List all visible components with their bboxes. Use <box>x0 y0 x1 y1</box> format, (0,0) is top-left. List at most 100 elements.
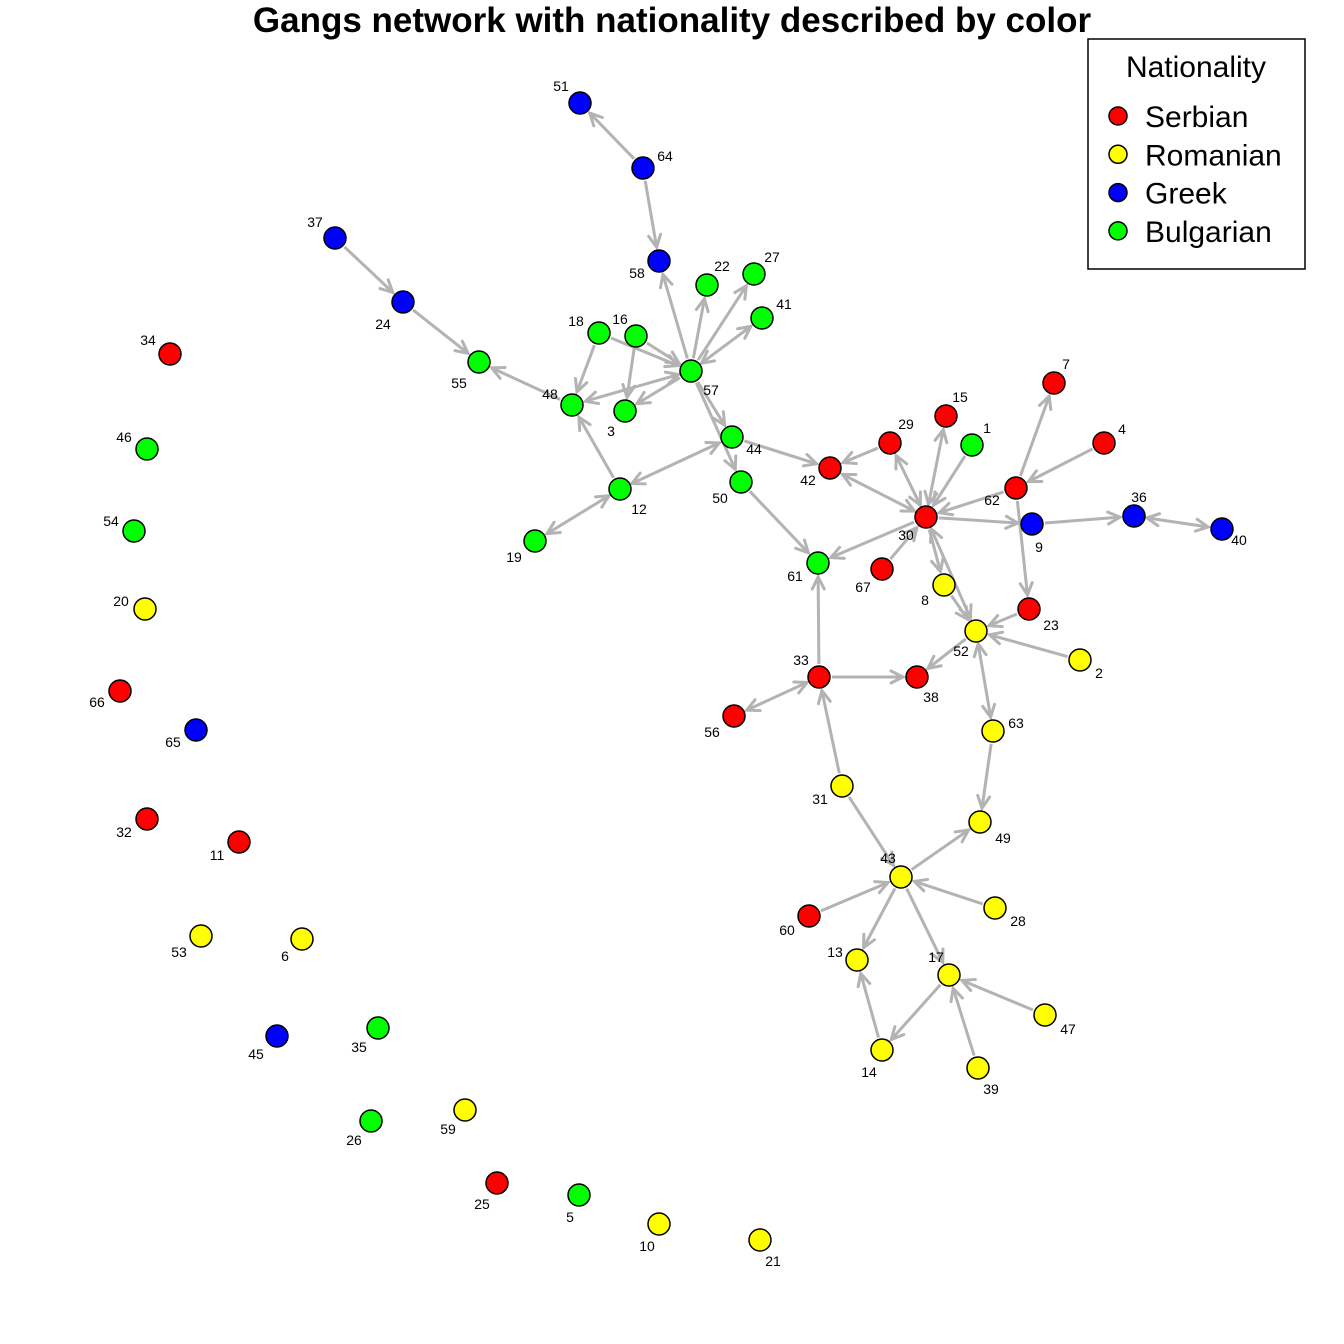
legend-label-greek: Greek <box>1145 178 1228 211</box>
node-6[interactable] <box>290 927 314 951</box>
node-20[interactable] <box>133 597 157 621</box>
node-5[interactable] <box>567 1183 591 1207</box>
node-23[interactable] <box>1017 597 1041 621</box>
node-18[interactable] <box>587 321 611 345</box>
node-53[interactable] <box>189 924 213 948</box>
node-15[interactable] <box>934 404 958 428</box>
node-label: 12 <box>631 501 647 517</box>
node-35[interactable] <box>366 1016 390 1040</box>
node-label: 33 <box>793 652 809 668</box>
node-50[interactable] <box>729 470 753 494</box>
node-62[interactable] <box>1004 476 1028 500</box>
node-33[interactable] <box>807 665 831 689</box>
node-60[interactable] <box>797 904 821 928</box>
edge-52-63 <box>972 640 997 721</box>
node-label: 45 <box>248 1046 264 1062</box>
node-11[interactable] <box>227 830 251 854</box>
node-56[interactable] <box>722 704 746 728</box>
edge-30-9 <box>938 514 1022 530</box>
node-58[interactable] <box>647 249 671 273</box>
node-38[interactable] <box>905 665 929 689</box>
node-7[interactable] <box>1042 371 1066 395</box>
node-65[interactable] <box>184 718 208 742</box>
node-34[interactable] <box>158 342 182 366</box>
node-28[interactable] <box>983 896 1007 920</box>
node-63[interactable] <box>981 719 1005 743</box>
node-45[interactable] <box>265 1024 289 1048</box>
node-47[interactable] <box>1033 1003 1057 1027</box>
node-14[interactable] <box>870 1038 894 1062</box>
node-39[interactable] <box>966 1056 990 1080</box>
node-57[interactable] <box>679 359 703 383</box>
edge-52-38 <box>925 637 967 671</box>
edge-67-30 <box>889 525 920 561</box>
node-48[interactable] <box>560 393 584 417</box>
node-30[interactable] <box>914 505 938 529</box>
edge-43-13 <box>861 887 897 951</box>
node-27[interactable] <box>742 262 766 286</box>
node-label: 50 <box>712 490 728 506</box>
legend-title: Nationality <box>1126 51 1266 84</box>
node-label: 49 <box>995 830 1011 846</box>
node-32[interactable] <box>135 807 159 831</box>
node-43[interactable] <box>889 865 913 889</box>
edge-50-61 <box>748 490 811 556</box>
node-55[interactable] <box>467 350 491 374</box>
node-37[interactable] <box>323 226 347 250</box>
node-54[interactable] <box>122 519 146 543</box>
node-44[interactable] <box>720 425 744 449</box>
node-label: 32 <box>116 824 132 840</box>
node-3[interactable] <box>613 399 637 423</box>
node-40[interactable] <box>1210 517 1234 541</box>
edge-62-30 <box>936 490 1005 517</box>
node-19[interactable] <box>523 529 547 553</box>
node-21[interactable] <box>748 1228 772 1252</box>
node-31[interactable] <box>830 774 854 798</box>
node-36[interactable] <box>1122 504 1146 528</box>
node-66[interactable] <box>108 679 132 703</box>
node-10[interactable] <box>647 1212 671 1236</box>
node-52[interactable] <box>964 619 988 643</box>
node-label: 47 <box>1060 1021 1076 1037</box>
node-label: 10 <box>639 1238 655 1254</box>
edge-16-3 <box>621 348 637 401</box>
edge-60-43 <box>820 880 892 913</box>
node-8[interactable] <box>932 573 956 597</box>
node-1[interactable] <box>960 433 984 457</box>
node-12[interactable] <box>608 477 632 501</box>
node-22[interactable] <box>695 273 719 297</box>
node-29[interactable] <box>878 431 902 455</box>
node-label: 54 <box>103 513 119 529</box>
node-61[interactable] <box>806 551 830 575</box>
node-41[interactable] <box>750 306 774 330</box>
node-label: 28 <box>1010 913 1026 929</box>
edge-12-44 <box>628 441 723 486</box>
node-64[interactable] <box>631 156 655 180</box>
node-label: 36 <box>1131 489 1147 505</box>
node-16[interactable] <box>624 324 648 348</box>
node-13[interactable] <box>845 948 869 972</box>
node-label: 15 <box>952 389 968 405</box>
node-24[interactable] <box>391 290 415 314</box>
node-label: 17 <box>928 949 944 965</box>
node-label: 7 <box>1062 356 1070 372</box>
node-26[interactable] <box>359 1109 383 1133</box>
node-9[interactable] <box>1020 512 1044 536</box>
node-51[interactable] <box>568 91 592 115</box>
node-label: 63 <box>1008 715 1024 731</box>
node-2[interactable] <box>1068 648 1092 672</box>
node-59[interactable] <box>453 1098 477 1122</box>
node-46[interactable] <box>135 437 159 461</box>
node-label: 14 <box>861 1064 877 1080</box>
node-4[interactable] <box>1092 431 1116 455</box>
node-42[interactable] <box>818 456 842 480</box>
legend-label-bulgarian: Bulgarian <box>1145 216 1272 249</box>
edge-37-24 <box>343 245 396 295</box>
node-label: 13 <box>827 944 843 960</box>
node-49[interactable] <box>968 810 992 834</box>
node-25[interactable] <box>485 1171 509 1195</box>
node-label: 65 <box>165 734 181 750</box>
node-17[interactable] <box>937 963 961 987</box>
node-67[interactable] <box>870 557 894 581</box>
edge-30-52 <box>929 525 973 622</box>
